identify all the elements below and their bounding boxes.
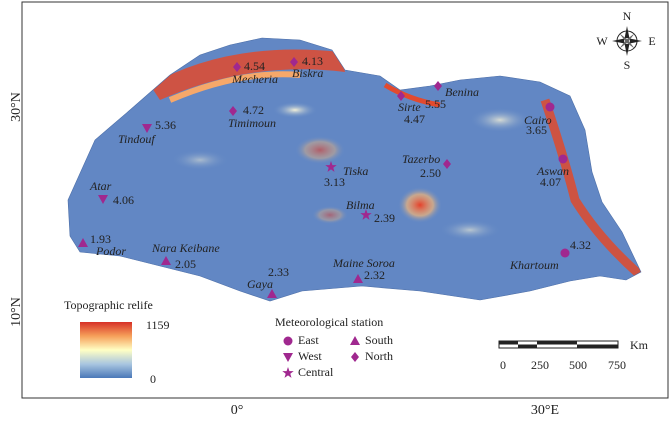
scale-tick-label: 250 [531, 358, 549, 372]
station-marker [161, 256, 171, 265]
station-name: Mecheria [231, 72, 278, 86]
colorbar-max: 1159 [146, 318, 170, 332]
station-marker [434, 81, 442, 91]
legend-entry: East [298, 333, 319, 347]
station-value: 3.13 [324, 175, 345, 189]
station-value: 2.05 [175, 257, 196, 271]
station-marker [229, 106, 237, 116]
compass-n: N [623, 9, 632, 23]
station-value: 4.13 [302, 54, 323, 68]
station-name: Biskra [292, 66, 323, 80]
station-value: 5.55 [425, 97, 446, 111]
lon-label: 30°E [531, 403, 559, 418]
scale-tick-label: 0 [500, 358, 506, 372]
legend-entry: Central [298, 365, 334, 379]
station-value: 5.36 [155, 118, 176, 132]
station-value: 3.65 [526, 123, 547, 137]
compass-e: E [648, 34, 655, 48]
station-marker [282, 367, 294, 378]
station-value: 4.06 [113, 193, 134, 207]
scale-tick-label: 500 [569, 358, 587, 372]
station-marker [360, 209, 372, 220]
station-marker [545, 102, 555, 112]
station-value: 2.32 [364, 268, 385, 282]
station-name: Khartoum [509, 258, 559, 272]
station-name: Gaya [247, 277, 273, 291]
station-value: 2.39 [374, 211, 395, 225]
scale-unit: Km [630, 338, 649, 352]
colorbar-min: 0 [150, 372, 156, 386]
compass-w: W [596, 34, 608, 48]
legend-entry: North [365, 349, 393, 363]
station-marker [353, 274, 363, 283]
station-name: Timimoun [228, 116, 276, 130]
station-name: Tiska [343, 164, 368, 178]
station-marker [325, 161, 337, 172]
station-name: Tindouf [118, 132, 156, 146]
compass-rose [612, 26, 642, 56]
station-marker [233, 62, 241, 72]
station-name: Maine Soroa [332, 256, 395, 270]
station-marker [350, 336, 360, 345]
relief-legend-title: Topographic relife [64, 298, 153, 312]
lat-label: 30°N [9, 92, 24, 122]
station-marker [283, 336, 293, 346]
station-value: 4.47 [404, 112, 425, 126]
station-marker [560, 248, 570, 258]
station-name: Bilma [346, 198, 375, 212]
station-name: Benina [445, 85, 479, 99]
station-marker [267, 289, 277, 298]
legend-entry: South [365, 333, 393, 347]
colorbar [80, 322, 132, 378]
station-value: 4.54 [244, 59, 265, 73]
station-value: 4.32 [570, 238, 591, 252]
station-marker [142, 124, 152, 133]
station-marker [283, 353, 293, 362]
station-name: Nara Keibane [151, 241, 220, 255]
station-name: Aswan [536, 164, 569, 178]
station-marker [443, 159, 451, 169]
station-marker [558, 154, 568, 164]
lon-label: 0° [231, 403, 244, 418]
station-value: 4.07 [540, 175, 561, 189]
station-name: Podor [95, 244, 126, 258]
station-marker [98, 195, 108, 204]
station-name: Tazerbo [402, 152, 440, 166]
station-name: Atar [89, 179, 112, 193]
lat-label: 10°N [9, 297, 24, 327]
station-value: 2.33 [268, 265, 289, 279]
station-marker [290, 57, 298, 67]
station-legend-title: Meteorological station [275, 315, 383, 329]
station-value: 4.72 [243, 103, 264, 117]
legend-entry: West [298, 349, 322, 363]
station-marker [397, 91, 405, 101]
scale-bar [498, 340, 619, 349]
scale-tick-label: 750 [608, 358, 626, 372]
compass-s: S [624, 58, 631, 72]
station-value: 2.50 [420, 166, 441, 180]
station-marker [78, 238, 88, 247]
station-name: Cairo [524, 113, 552, 127]
station-marker [351, 352, 359, 362]
station-name: Sirte [398, 100, 421, 114]
map-frame [21, 1, 669, 399]
station-value: 1.93 [90, 232, 111, 246]
